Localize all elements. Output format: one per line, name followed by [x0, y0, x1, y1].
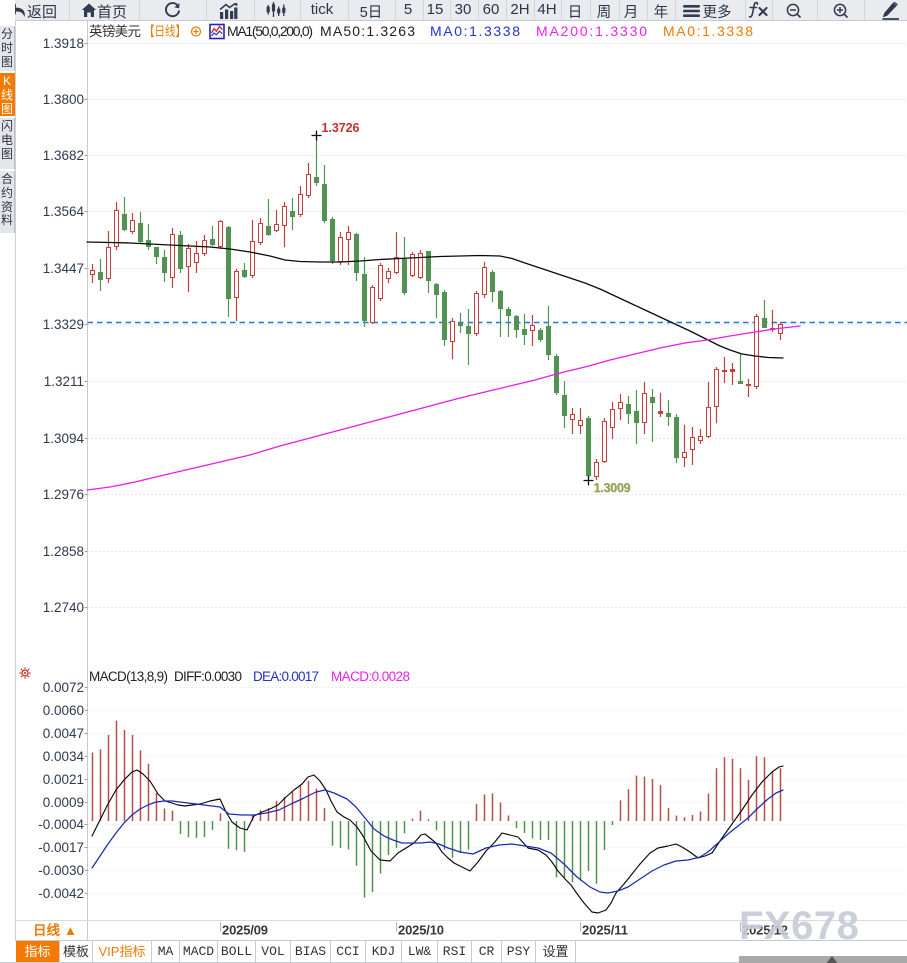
svg-text:1.3564: 1.3564 — [43, 204, 85, 219]
svg-text:-0.0017: -0.0017 — [38, 840, 84, 855]
svg-text:MA1(50,0,200,0): MA1(50,0,200,0) — [227, 23, 313, 39]
svg-text:1.3726: 1.3726 — [322, 121, 360, 135]
svg-text:2025/10: 2025/10 — [398, 923, 444, 938]
svg-text:1.3682: 1.3682 — [43, 148, 84, 163]
svg-text:-0.0030: -0.0030 — [38, 863, 84, 878]
svg-text:2025/09: 2025/09 — [222, 923, 268, 938]
svg-text:0.0047: 0.0047 — [43, 726, 84, 741]
svg-text:1.3918: 1.3918 — [43, 36, 84, 51]
svg-text:0.0072: 0.0072 — [43, 680, 84, 695]
svg-text:2025/11: 2025/11 — [582, 923, 628, 938]
svg-text:【日线】: 【日线】 — [144, 24, 186, 39]
svg-text:MA0:1.3338: MA0:1.3338 — [663, 23, 753, 39]
svg-text:MA200:1.3330: MA200:1.3330 — [536, 23, 647, 39]
svg-text:-0.0004: -0.0004 — [38, 817, 84, 832]
svg-text:0.0060: 0.0060 — [43, 703, 84, 718]
svg-text:1.2976: 1.2976 — [43, 487, 84, 502]
svg-text:2025/12: 2025/12 — [742, 923, 788, 938]
svg-text:MA50:1.3263: MA50:1.3263 — [320, 23, 415, 39]
svg-text:1.3329: 1.3329 — [43, 317, 84, 332]
svg-text:1.2858: 1.2858 — [43, 544, 84, 559]
svg-text:DIFF:0.0030: DIFF:0.0030 — [174, 669, 242, 684]
svg-text:1.3009: 1.3009 — [594, 481, 631, 495]
svg-text:1.3447: 1.3447 — [43, 261, 84, 276]
svg-text:英镑美元: 英镑美元 — [89, 23, 141, 39]
svg-text:-0.0042: -0.0042 — [38, 886, 84, 901]
svg-text:0.0021: 0.0021 — [43, 772, 84, 787]
svg-text:MA0:1.3338: MA0:1.3338 — [430, 23, 520, 39]
svg-text:1.3800: 1.3800 — [43, 92, 84, 107]
svg-text:1.3094: 1.3094 — [43, 431, 85, 446]
svg-text:FX678: FX678 — [739, 904, 859, 948]
svg-text:日线 ▲: 日线 ▲ — [33, 922, 77, 938]
svg-text:DEA:0.0017: DEA:0.0017 — [253, 669, 319, 684]
svg-text:0.0034: 0.0034 — [43, 749, 85, 764]
svg-text:0.0009: 0.0009 — [43, 795, 84, 810]
svg-text:1.3009: 1.3009 — [594, 482, 631, 496]
svg-text:1.3211: 1.3211 — [44, 374, 84, 389]
svg-text:1.2740: 1.2740 — [43, 600, 84, 615]
svg-text:MACD:0.0028: MACD:0.0028 — [331, 669, 410, 684]
svg-text:MACD(13,8,9): MACD(13,8,9) — [89, 669, 168, 684]
